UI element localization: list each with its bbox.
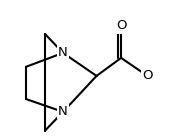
Text: N: N (58, 46, 68, 59)
Text: N: N (58, 105, 68, 118)
Text: O: O (116, 19, 126, 33)
Text: O: O (142, 69, 153, 82)
